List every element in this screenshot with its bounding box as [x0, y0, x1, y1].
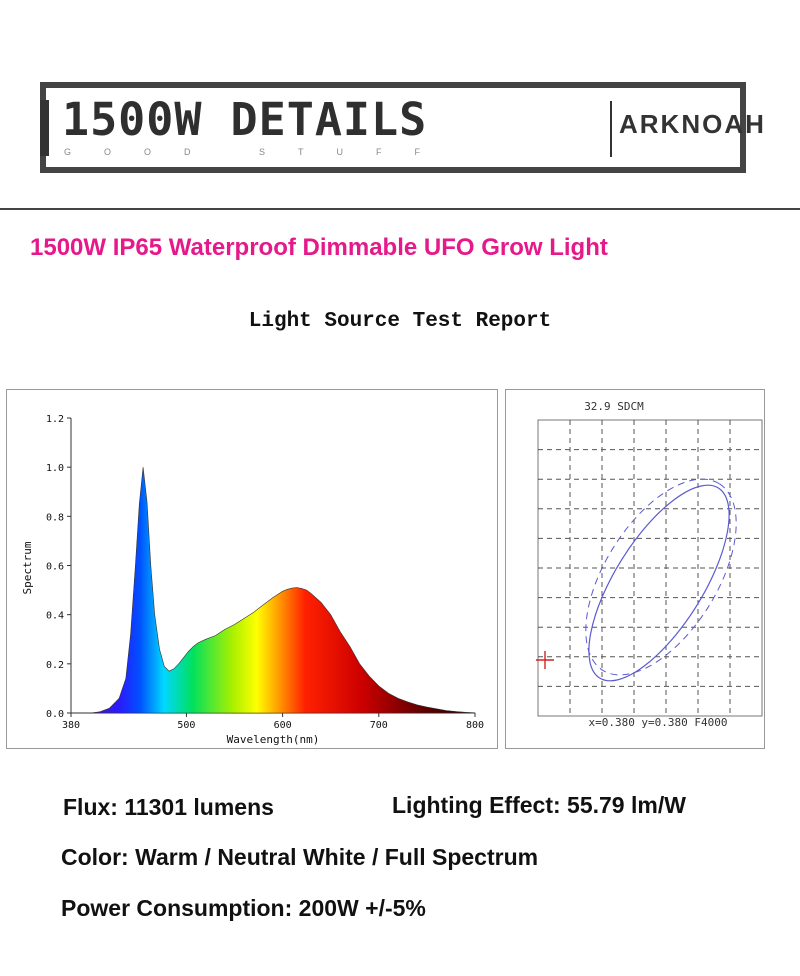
- sdcm-footer: x=0.380 y=0.380 F4000: [588, 716, 727, 729]
- sdcm-outer-ellipse: [585, 478, 737, 676]
- spectrum-chart: 380 500 600 700 800 0.0 0.2 0.4 0.6 0.8 1.0 1.2 Wav…: [21, 414, 484, 746]
- sdcm-chart: 32.9 SDCM x=0.380 y=0.380 F4000: [536, 400, 763, 729]
- spectrum-y-tick-label: 1.0: [46, 463, 64, 474]
- spec-color: Color: Warm / Neutral White / Full Spect…: [61, 844, 539, 870]
- report-title: Light Source Test Report: [248, 310, 552, 333]
- spectrum-x-axis-label: Wavelength(nm): [227, 733, 320, 746]
- header-frame-bottom: [40, 167, 746, 173]
- spectrum-x-tick-label: 500: [177, 720, 195, 731]
- spectrum-y-tick-label: 1.2: [46, 414, 64, 425]
- sdcm-grid: [538, 420, 762, 716]
- sdcm-title: 32.9 SDCM: [584, 400, 644, 413]
- header-frame-right: [740, 82, 746, 173]
- brand-logo: ARKNOAH: [619, 109, 766, 139]
- spectrum-y-axis-label: Spectrum: [21, 541, 34, 594]
- spectrum-series-area: [71, 467, 476, 714]
- header-subtitle: GOOD STUFF: [64, 147, 453, 157]
- sdcm-test-point: [536, 651, 554, 669]
- spectrum-chart-panel: 380 500 600 700 800 0.0 0.2 0.4 0.6 0.8 1.0 1.2 Wav…: [6, 389, 498, 749]
- product-title: 1500W IP65 Waterproof Dimmable UFO Grow …: [30, 234, 608, 261]
- header-title: 1500W DETAILS: [62, 93, 428, 146]
- spectrum-x-tick-label: 800: [466, 720, 484, 731]
- section-rule: [0, 208, 800, 210]
- spec-lighting-effect: Lighting Effect: 55.79 lm/W: [392, 792, 686, 818]
- spec-power: Power Consumption: 200W +/-5%: [61, 895, 426, 921]
- spectrum-y-tick-label: 0.8: [46, 512, 64, 523]
- spectrum-x-tick-label: 380: [62, 720, 80, 731]
- spec-flux: Flux: 11301 lumens: [63, 794, 274, 820]
- header-frame-top: [40, 82, 746, 88]
- spectrum-y-tick-label: 0.2: [46, 660, 64, 671]
- header-divider: [610, 101, 612, 157]
- header-accent-bar: [40, 100, 49, 156]
- sdcm-inner-ellipse: [588, 484, 730, 682]
- sdcm-chart-panel: 32.9 SDCM x=0.380 y=0.380 F4000: [505, 389, 765, 749]
- spectrum-x-tick-label: 600: [274, 720, 292, 731]
- spectrum-y-tick-label: 0.4: [46, 611, 64, 622]
- spectrum-x-tick-label: 700: [370, 720, 388, 731]
- spectrum-y-tick-label: 0.6: [46, 562, 64, 573]
- spectrum-y-tick-label: 0.0: [46, 709, 64, 720]
